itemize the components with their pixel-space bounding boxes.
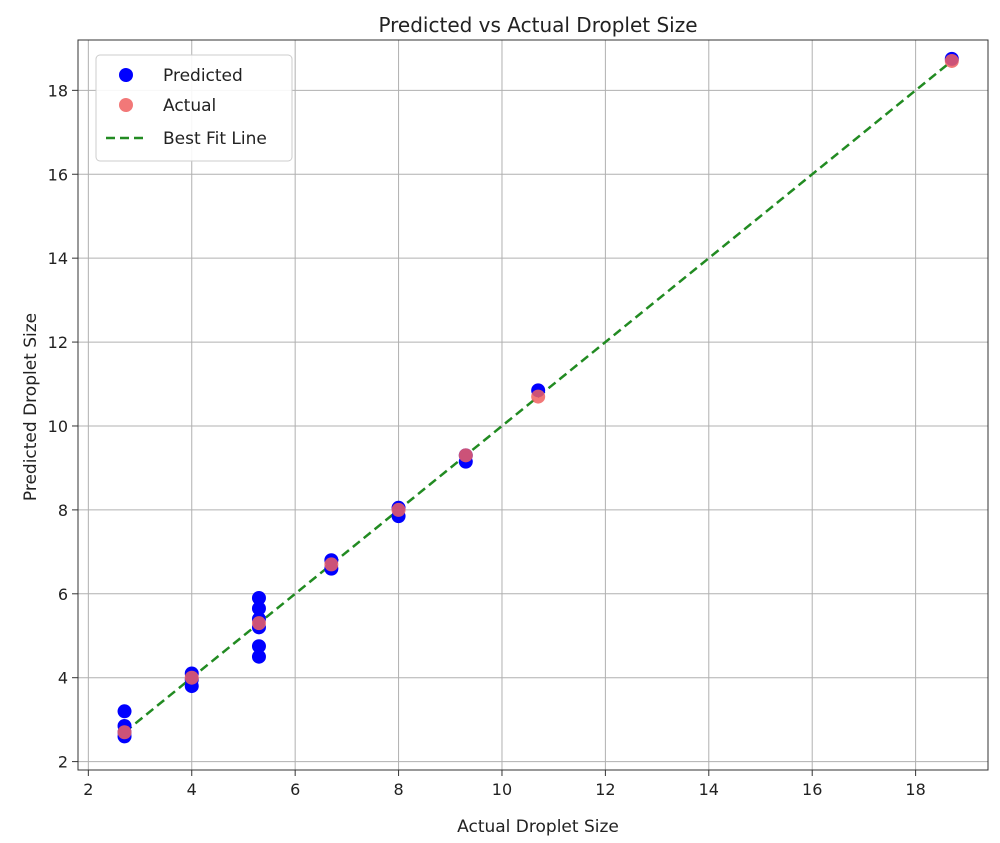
legend-label-predicted: Predicted [163, 66, 243, 86]
legend-marker-predicted [119, 68, 133, 82]
y-tick-label: 14 [48, 249, 68, 268]
x-tick-label: 12 [595, 780, 615, 799]
chart-title: Predicted vs Actual Droplet Size [378, 13, 697, 37]
y-tick-label: 4 [58, 669, 68, 688]
x-tick-label: 16 [802, 780, 822, 799]
actual-point [458, 448, 473, 463]
y-tick-label: 12 [48, 333, 68, 352]
x-tick-label: 14 [699, 780, 719, 799]
predicted-point [251, 590, 266, 605]
y-tick-label: 8 [58, 501, 68, 520]
plot-area-frame [77, 39, 989, 771]
actual-point [251, 616, 266, 631]
x-tick-label: 6 [290, 780, 300, 799]
x-tick-label: 18 [905, 780, 925, 799]
points-layer [117, 51, 959, 744]
legend-label-best-fit-line: Best Fit Line [163, 129, 267, 149]
predicted-point [251, 639, 266, 654]
actual-point [184, 670, 199, 685]
actual-point [391, 502, 406, 517]
x-tick-label: 10 [492, 780, 512, 799]
actual-point [531, 389, 546, 404]
y-tick-label: 16 [48, 165, 68, 184]
predicted-point [251, 649, 266, 664]
actual-point [944, 53, 959, 68]
x-axis-label: Actual Droplet Size [457, 817, 619, 837]
y-tick-label: 18 [48, 81, 68, 100]
y-axis-label: Predicted Droplet Size [21, 313, 41, 501]
grid [78, 40, 988, 770]
y-axis-ticks: 2 4 6 8 10 12 14 16 18 [48, 81, 78, 772]
x-tick-label: 8 [393, 780, 403, 799]
legend-marker-actual [119, 98, 133, 112]
actual-point [117, 725, 132, 740]
y-tick-label: 10 [48, 417, 68, 436]
predicted-point [251, 601, 266, 616]
predicted-point [117, 704, 132, 719]
y-tick-label: 2 [58, 753, 68, 772]
legend-box [95, 54, 293, 162]
legend-label-actual: Actual [163, 96, 216, 116]
actual-point [324, 557, 339, 572]
legend: Predicted Actual Best Fit Line [95, 54, 293, 162]
x-axis-ticks: 2 4 6 8 10 12 14 16 18 [83, 770, 926, 799]
x-tick-label: 4 [187, 780, 197, 799]
x-tick-label: 2 [83, 780, 93, 799]
y-tick-label: 6 [58, 585, 68, 604]
